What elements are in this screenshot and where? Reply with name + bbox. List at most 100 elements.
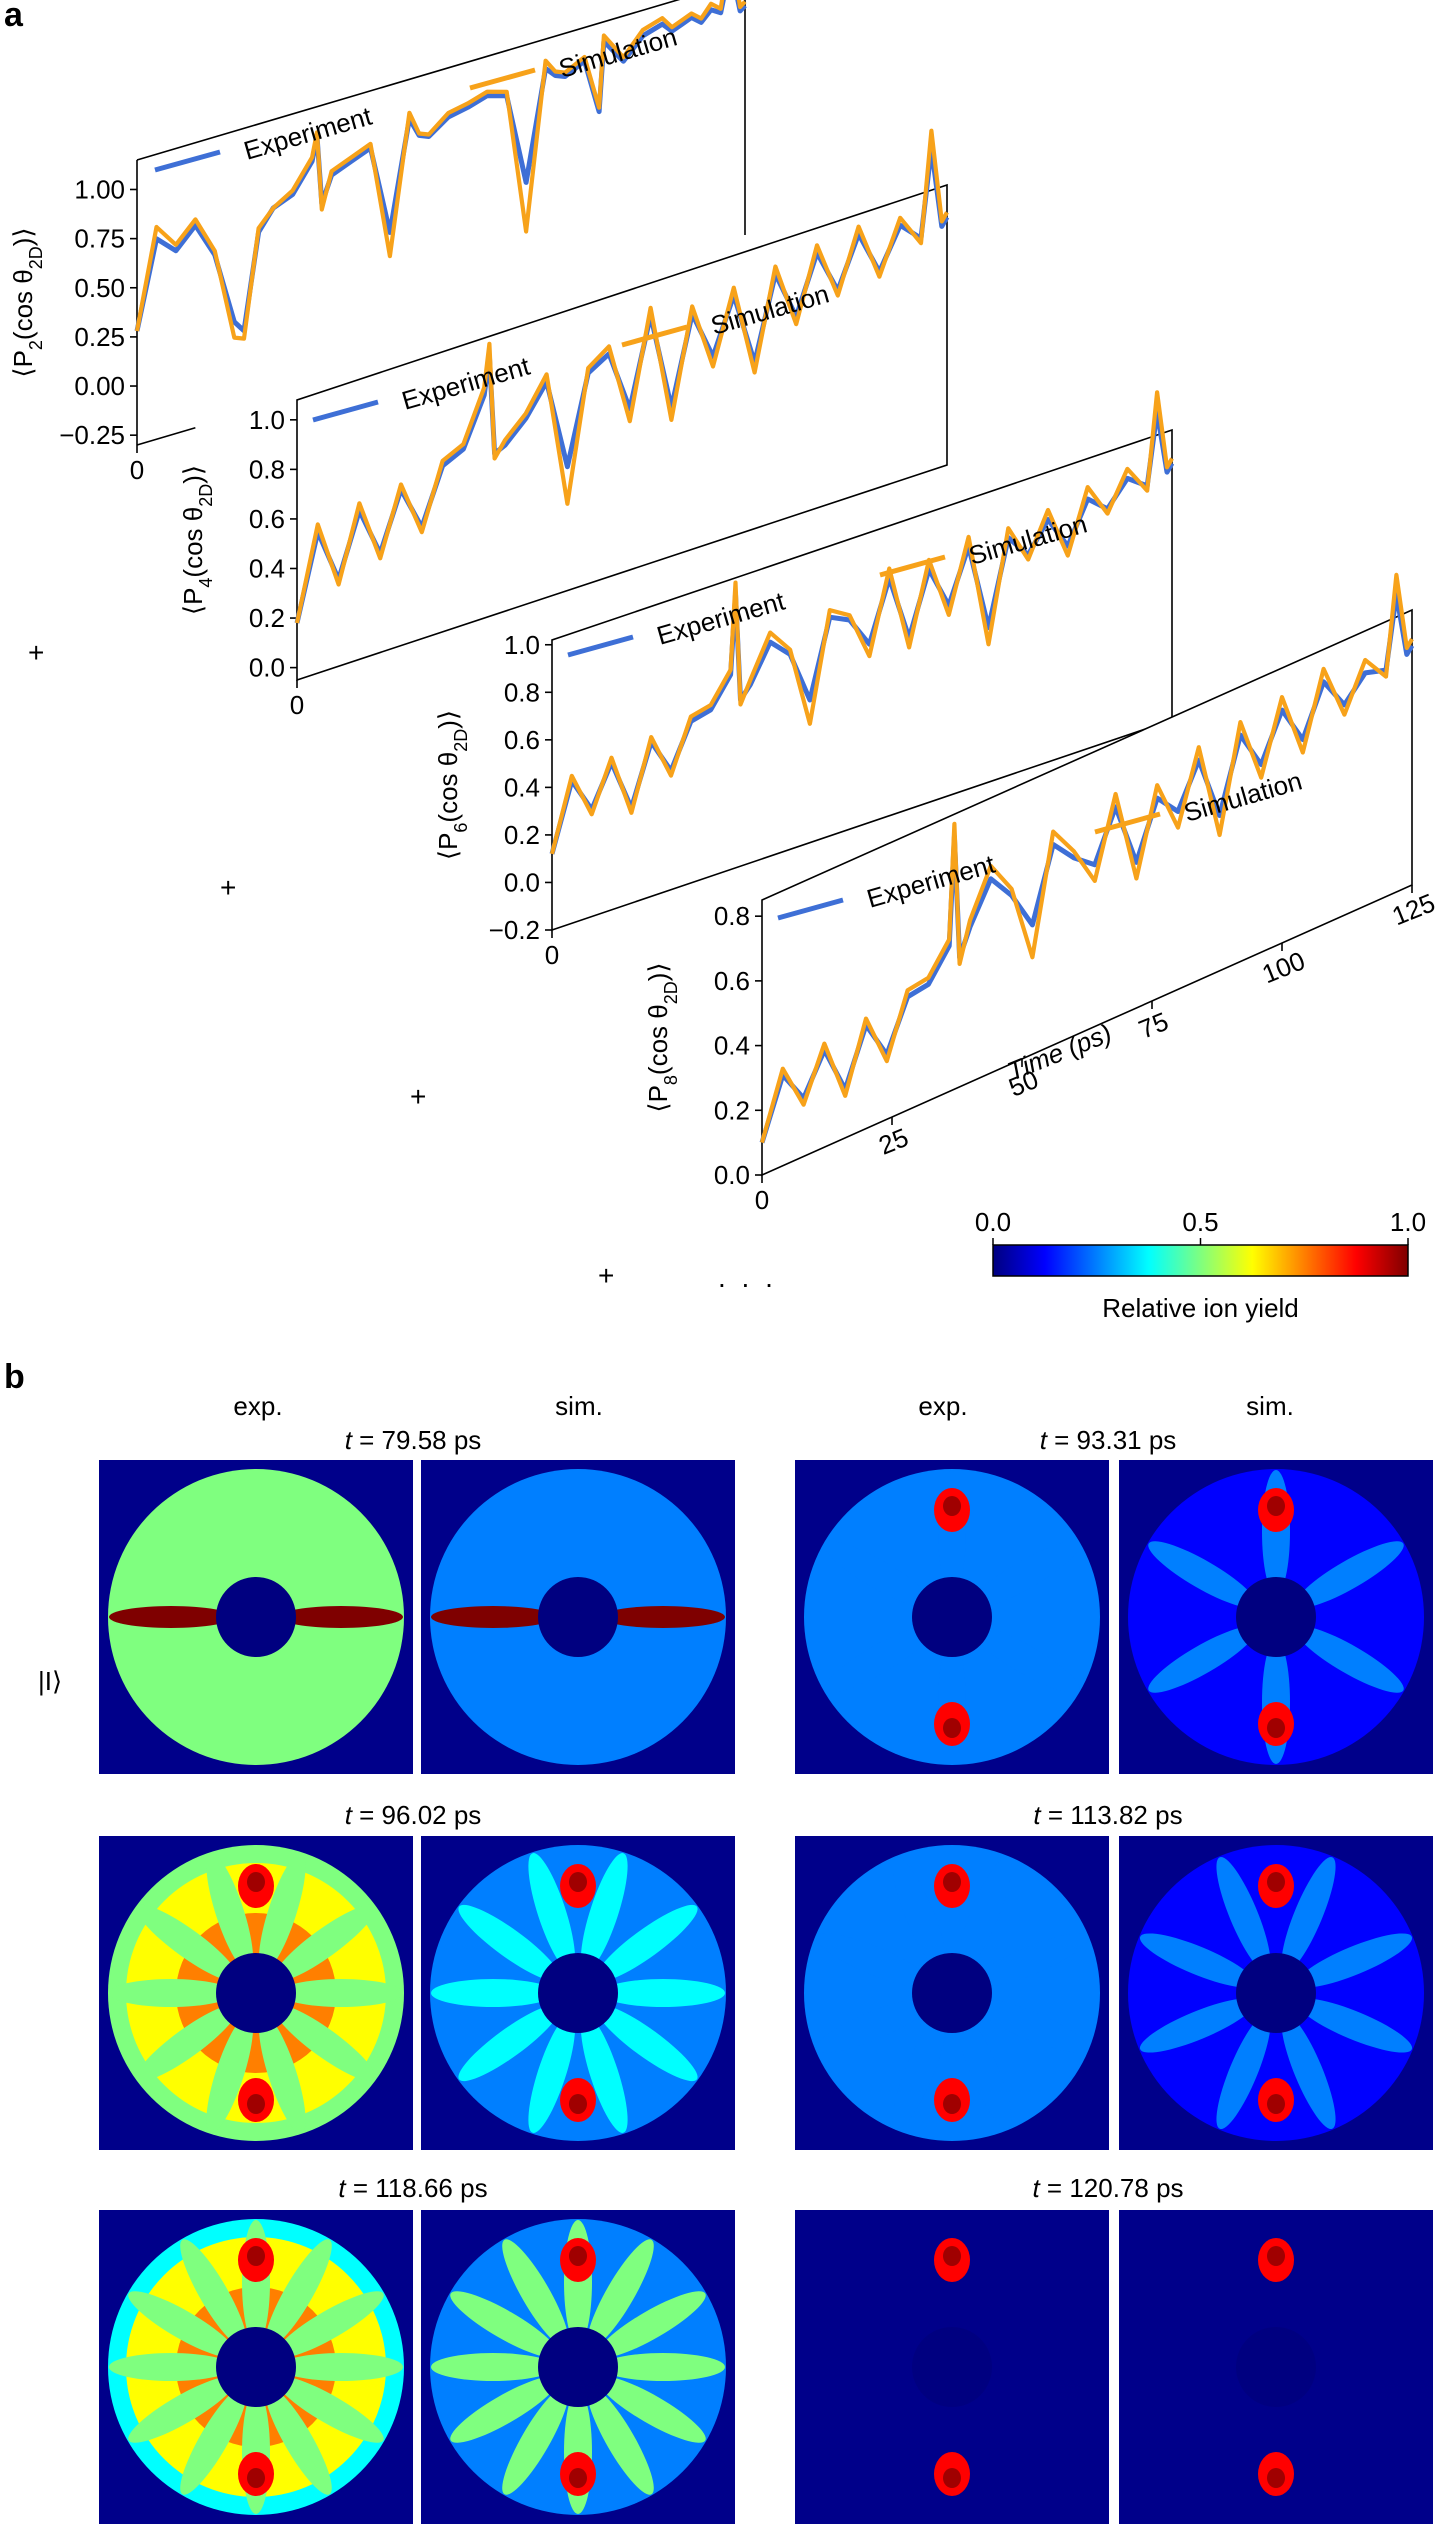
legend-swatch-experiment <box>777 897 844 921</box>
detector-image-10 <box>421 2210 735 2524</box>
ytick-label: 1.0 <box>249 405 285 435</box>
col-head-sim-right: sim. <box>1246 1391 1294 1421</box>
ytick-label: 0.4 <box>504 772 540 802</box>
plus-sign-2: + <box>220 872 237 903</box>
ytick-label: 0.4 <box>249 553 285 583</box>
detector-image-graphic <box>421 1836 735 2150</box>
detector-image-graphic <box>1119 1460 1433 1774</box>
ytick-label: 1.0 <box>504 630 540 660</box>
plot-frame <box>551 428 1173 932</box>
xtick-label: 125 <box>1388 887 1438 931</box>
state-row-label: |I⟩ <box>38 1666 63 1696</box>
col-head-sim-left: sim. <box>555 1391 603 1421</box>
colorbar-label: Relative ion yield <box>1102 1293 1299 1323</box>
xtick-label: 100 <box>1258 945 1309 989</box>
colorbar-tick-label: 1.0 <box>1390 1207 1426 1237</box>
detector-image-graphic <box>421 2210 735 2524</box>
detector-image-graphic <box>795 1460 1109 1774</box>
legend-swatch-simulation <box>621 324 688 348</box>
time-label-4: t = 113.82 ps <box>1033 1800 1183 1830</box>
legend-swatch-experiment <box>154 149 221 173</box>
plot-2: 0.00.20.40.60.81.0⟨P4(cos θ2D)⟩0Experime… <box>178 128 950 720</box>
ytick-label: −0.25 <box>59 420 125 450</box>
panel-b-label: b <box>4 1358 25 1396</box>
legend-swatch-simulation <box>469 67 536 91</box>
ytick-label: 0.2 <box>504 820 540 850</box>
time-label-2: t = 93.31 ps <box>1039 1425 1177 1455</box>
detector-image-3 <box>795 1460 1109 1774</box>
ylabel: ⟨P2(cos θ2D)⟩ <box>8 227 46 377</box>
plot-4: 0.00.20.40.60.8⟨P8(cos θ2D)⟩025507510012… <box>643 572 1438 1215</box>
ytick-label: 0.75 <box>74 224 125 254</box>
series-line-simulation <box>549 390 1174 855</box>
plot-bg <box>297 185 947 680</box>
ellipsis: . . . <box>718 1262 777 1293</box>
plot-3: −0.20.00.20.40.60.81.0⟨P6(cos θ2D)⟩0Expe… <box>433 390 1175 970</box>
legend-swatch-experiment <box>312 399 379 423</box>
colorbar-tick-label: 0.5 <box>1182 1207 1218 1237</box>
ytick-label: 0.6 <box>714 966 750 996</box>
plot-bottom-axis <box>136 426 196 446</box>
ytick-label: 0.6 <box>249 504 285 534</box>
ytick-label: 0.2 <box>249 603 285 633</box>
ytick-label: 0.0 <box>504 867 540 897</box>
xtick-label: 0 <box>130 455 144 485</box>
legend-swatch-simulation <box>879 554 946 578</box>
plot-bg <box>552 430 1172 930</box>
time-label-1: t = 79.58 ps <box>344 1425 482 1455</box>
detector-image-graphic <box>421 1460 735 1774</box>
colorbar-tick-label: 0.0 <box>975 1207 1011 1237</box>
detector-image-12 <box>1119 2210 1433 2524</box>
ylabel: ⟨P8(cos θ2D)⟩ <box>643 962 681 1112</box>
time-label-3: t = 96.02 ps <box>344 1800 482 1830</box>
detector-image-5 <box>99 1836 413 2150</box>
xtick-label: 0 <box>755 1185 769 1215</box>
plot-frame <box>296 183 948 682</box>
plus-sign-3: + <box>410 1081 427 1112</box>
ytick-label: 0.50 <box>74 273 125 303</box>
legend-swatch-simulation <box>1094 811 1161 835</box>
ytick-label: 0.8 <box>249 454 285 484</box>
detector-image-4 <box>1119 1460 1433 1774</box>
detector-image-8 <box>1119 1836 1433 2150</box>
colorbar-gradient <box>992 1244 1409 1277</box>
ytick-label: 0.00 <box>74 371 125 401</box>
detector-image-graphic <box>795 1836 1109 2150</box>
ytick-label: 0.0 <box>249 653 285 683</box>
detector-image-graphic <box>99 1836 413 2150</box>
series-line-simulation <box>134 0 747 341</box>
ylabel: ⟨P6(cos θ2D)⟩ <box>433 710 471 860</box>
detector-image-graphic <box>99 2210 413 2524</box>
legend-swatch-experiment <box>567 634 634 658</box>
detector-image-graphic <box>1119 1836 1433 2150</box>
ytick-label: −0.2 <box>489 915 540 945</box>
ytick-label: 0.25 <box>74 322 125 352</box>
xtick-label: 75 <box>1134 1006 1172 1045</box>
plot-frame <box>761 608 1413 1177</box>
detector-image-graphic <box>99 1460 413 1774</box>
detector-image-11 <box>795 2210 1109 2524</box>
detector-image-graphic <box>795 2210 1109 2524</box>
ytick-label: 0.8 <box>714 901 750 931</box>
detector-image-6 <box>421 1836 735 2150</box>
col-head-exp-right: exp. <box>918 1391 968 1421</box>
xtick-label: 0 <box>545 940 559 970</box>
ytick-label: 0.0 <box>714 1160 750 1190</box>
colorbar: 0.0 0.5 1.0 Relative ion yield <box>975 1207 1426 1323</box>
panel-a-label: a <box>4 0 23 34</box>
ytick-label: 0.8 <box>504 677 540 707</box>
plus-sign-4: + <box>598 1260 615 1291</box>
xtick-label: 0 <box>290 690 304 720</box>
plot-1: −0.250.000.250.500.751.00⟨P2(cos θ2D)⟩0E… <box>8 0 747 485</box>
detector-image-1 <box>99 1460 413 1774</box>
detector-image-7 <box>795 1836 1109 2150</box>
detector-image-2 <box>421 1460 735 1774</box>
detector-image-9 <box>99 2210 413 2524</box>
col-head-exp-left: exp. <box>233 1391 283 1421</box>
panel-a-waterfall-plots: −0.250.000.250.500.751.00⟨P2(cos θ2D)⟩0E… <box>8 0 1438 1323</box>
ytick-label: 0.2 <box>714 1095 750 1125</box>
series-line-simulation <box>294 128 949 624</box>
series-line-simulation <box>759 572 1414 1144</box>
ytick-label: 1.00 <box>74 174 125 204</box>
time-label-6: t = 120.78 ps <box>1032 2173 1184 2203</box>
